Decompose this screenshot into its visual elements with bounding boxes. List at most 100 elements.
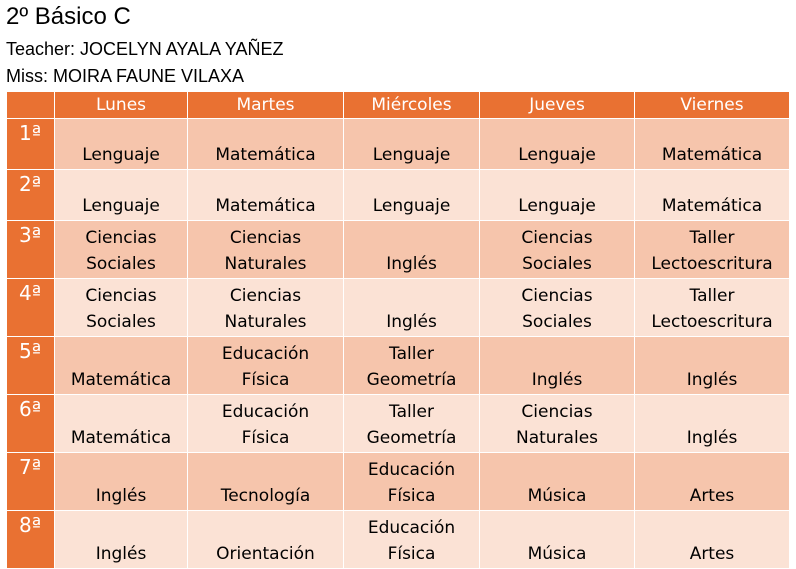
subject-line: Ciencias: [229, 286, 302, 306]
subject-line: Inglés: [386, 254, 437, 274]
subject-line: Ciencias: [229, 228, 302, 248]
subject-cell: Matemática: [634, 118, 790, 170]
subject-cell: Taller Lectoescritura: [634, 278, 790, 337]
period-number: 7ª: [6, 452, 55, 511]
subject-line: Educación: [367, 518, 456, 538]
subject-line: Matemática: [70, 428, 172, 448]
day-header-2: Miércoles: [343, 91, 480, 119]
subject-cell: Lenguaje: [54, 118, 188, 170]
subject-cell: Educación Física: [343, 510, 480, 569]
header-row: Lunes Martes Miércoles Jueves Viernes: [6, 91, 790, 119]
subject-line: Lectoescritura: [651, 312, 773, 332]
subject-line: Inglés: [686, 370, 738, 390]
subject-line: Lenguaje: [372, 196, 451, 216]
table-row: 3ª Ciencias Sociales Ciencias Naturales Inglé…: [6, 220, 790, 279]
subject-line: Inglés: [686, 428, 738, 448]
subject-line: Artes: [689, 544, 735, 564]
subject-cell: Orientación: [187, 510, 344, 569]
subject-line: Ciencias: [521, 402, 593, 422]
subject-cell: Ciencias Naturales: [187, 220, 344, 279]
subject-line: Tecnología: [220, 486, 311, 506]
subject-line: Artes: [689, 486, 735, 506]
table-row: 5ª Matemática Educación Física Taller Geometr…: [6, 336, 790, 395]
period-number: 8ª: [6, 510, 55, 569]
subject-line: Lenguaje: [518, 196, 596, 216]
subject-line: Taller: [389, 402, 434, 422]
subject-cell: Educación Física: [187, 394, 344, 453]
subject-cell: Lenguaje: [479, 169, 635, 221]
subject-line: Ciencias: [85, 286, 157, 306]
subject-line: Matemática: [215, 196, 316, 216]
subject-cell: Matemática: [187, 118, 344, 170]
subject-cell: Ciencias Naturales: [187, 278, 344, 337]
period-number: 2ª: [6, 169, 55, 221]
subject-cell: Lenguaje: [479, 118, 635, 170]
table-row: 7ª Inglés Tecnología Educación Física Música A…: [6, 452, 790, 511]
subject-cell: Artes: [634, 510, 790, 569]
subject-line: Física: [387, 544, 436, 564]
subject-cell: Lenguaje: [54, 169, 188, 221]
subject-line: Música: [527, 486, 587, 506]
subject-cell: Inglés: [54, 452, 188, 511]
subject-line: Geometría: [366, 428, 457, 448]
subject-cell: Taller Lectoescritura: [634, 220, 790, 279]
subject-line: Educación: [221, 402, 310, 422]
subject-cell: Inglés: [634, 336, 790, 395]
subject-line: Sociales: [522, 254, 592, 274]
miss-name: Miss: MOIRA FAUNE VILAXA: [6, 66, 245, 86]
subject-cell: Taller Geometría: [343, 394, 480, 453]
subject-line: Educación: [221, 344, 310, 364]
subject-line: Lenguaje: [372, 145, 451, 165]
subject-cell: Ciencias Sociales: [54, 278, 188, 337]
subject-line: Matemática: [661, 145, 763, 165]
subject-cell: Lenguaje: [343, 118, 480, 170]
subject-cell: Ciencias Sociales: [479, 278, 635, 337]
subject-cell: Artes: [634, 452, 790, 511]
class-title: 2º Básico C: [6, 3, 131, 30]
subject-cell: Matemática: [54, 394, 188, 453]
period-number: 4ª: [6, 278, 55, 337]
subject-line: Inglés: [95, 486, 147, 506]
subject-line: Sociales: [86, 254, 156, 274]
subject-cell: Matemática: [54, 336, 188, 395]
period-number: 5ª: [6, 336, 55, 395]
subject-cell: Música: [479, 510, 635, 569]
table-row: 4ª Ciencias Sociales Ciencias Naturales Inglé…: [6, 278, 790, 337]
subject-cell: Matemática: [634, 169, 790, 221]
subject-cell: Ciencias Naturales: [479, 394, 635, 453]
day-header-1: Martes: [187, 91, 344, 119]
table-row: 6ª Matemática Educación Física Taller Geometr…: [6, 394, 790, 453]
subject-line: Taller: [389, 344, 434, 364]
table-row: 2ª Lenguaje Matemática Lenguaje Lenguaje Mate…: [6, 169, 790, 221]
subject-line: Taller: [689, 286, 735, 306]
subject-cell: Inglés: [343, 278, 480, 337]
table-row: 8ª Inglés Orientación Educación Física Música…: [6, 510, 790, 569]
subject-line: Inglés: [386, 312, 437, 332]
period-number: 1ª: [6, 118, 55, 170]
schedule-table: Lunes Martes Miércoles Jueves Viernes 1ª Leng…: [6, 91, 790, 569]
subject-line: Lenguaje: [82, 145, 160, 165]
subject-cell: Música: [479, 452, 635, 511]
subject-line: Lectoescritura: [651, 254, 773, 274]
subject-cell: Lenguaje: [343, 169, 480, 221]
subject-cell: Educación Física: [343, 452, 480, 511]
subject-line: Lenguaje: [82, 196, 160, 216]
subject-cell: Tecnología: [187, 452, 344, 511]
day-header-4: Viernes: [634, 91, 790, 119]
subject-line: Matemática: [70, 370, 172, 390]
subject-line: Inglés: [95, 544, 147, 564]
subject-cell: Ciencias Sociales: [54, 220, 188, 279]
corner-cell: [6, 91, 55, 119]
subject-line: Ciencias: [521, 228, 593, 248]
subject-cell: Matemática: [187, 169, 344, 221]
subject-line: Educación: [367, 460, 456, 480]
period-number: 6ª: [6, 394, 55, 453]
subject-line: Lenguaje: [518, 145, 596, 165]
subject-line: Orientación: [216, 544, 315, 564]
subject-cell: Inglés: [479, 336, 635, 395]
subject-line: Ciencias: [521, 286, 593, 306]
subject-cell: Ciencias Sociales: [479, 220, 635, 279]
subject-cell: Inglés: [634, 394, 790, 453]
subject-line: Naturales: [224, 312, 307, 332]
subject-cell: Taller Geometría: [343, 336, 480, 395]
